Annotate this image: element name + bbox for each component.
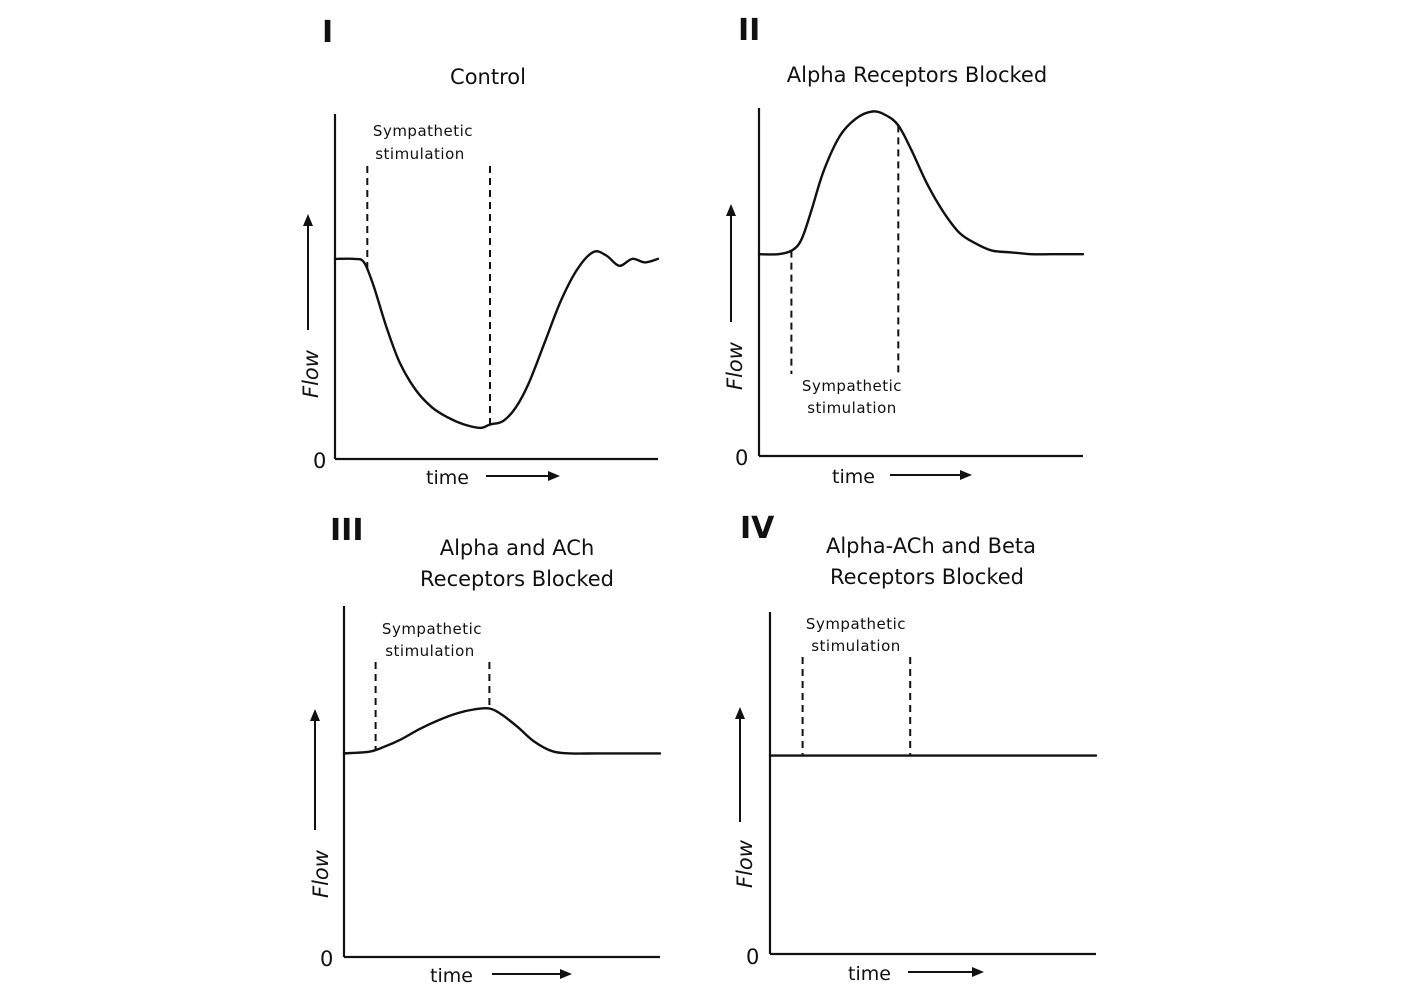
x-axis-arrow-icon bbox=[890, 470, 972, 480]
x-axis-arrow-icon bbox=[492, 969, 572, 979]
panel-1: I Control Sympathetic stimulation time 0… bbox=[299, 15, 660, 489]
panel-numeral: II bbox=[738, 13, 760, 48]
stimulation-label-line-2: stimulation bbox=[385, 642, 475, 660]
flow-curve bbox=[333, 250, 660, 430]
plot-area bbox=[757, 108, 1085, 458]
x-axis-label: time bbox=[426, 467, 469, 489]
panel-title-line-1: Alpha-ACh and Beta bbox=[826, 534, 1036, 558]
x-axis-arrow-icon bbox=[486, 471, 560, 481]
y-axis-arrow-icon bbox=[726, 204, 736, 322]
panel-3: III Alpha and ACh Receptors Blocked Symp… bbox=[309, 513, 662, 987]
stimulation-label-line-2: stimulation bbox=[375, 145, 465, 163]
y-origin-label: 0 bbox=[746, 945, 759, 969]
x-axis-label: time bbox=[430, 965, 473, 987]
stimulation-label-line-1: Sympathetic bbox=[802, 377, 902, 395]
panel-numeral: IV bbox=[740, 511, 775, 546]
stimulation-label-line-1: Sympathetic bbox=[382, 620, 482, 638]
y-origin-label: 0 bbox=[313, 449, 326, 473]
panel-title: Alpha Receptors Blocked bbox=[787, 63, 1047, 87]
panel-title-line-1: Alpha and ACh bbox=[440, 536, 595, 560]
y-origin-label: 0 bbox=[320, 947, 333, 971]
panel-2: II Alpha Receptors Blocked Sympathetic s… bbox=[723, 13, 1085, 488]
y-axis-label: Flow bbox=[733, 839, 757, 888]
panel-numeral: I bbox=[322, 15, 333, 50]
stimulation-label-line-2: stimulation bbox=[807, 399, 897, 417]
flow-curve bbox=[342, 706, 662, 755]
plot-area bbox=[342, 606, 662, 959]
panel-title-line-2: Receptors Blocked bbox=[420, 567, 614, 591]
plot-area bbox=[768, 612, 1098, 956]
y-axis-arrow-icon bbox=[735, 707, 745, 822]
x-axis-arrow-icon bbox=[908, 967, 984, 977]
stimulation-label-line-1: Sympathetic bbox=[373, 122, 473, 140]
plot-area bbox=[333, 114, 660, 461]
panel-4: IV Alpha-ACh and Beta Receptors Blocked … bbox=[733, 511, 1098, 985]
x-axis-label: time bbox=[848, 963, 891, 985]
panel-title: Control bbox=[450, 65, 526, 89]
y-axis-arrow-icon bbox=[310, 709, 320, 830]
panel-numeral: III bbox=[330, 513, 364, 548]
x-axis-label: time bbox=[832, 466, 875, 488]
panel-title-line-2: Receptors Blocked bbox=[830, 565, 1024, 589]
y-axis-label: Flow bbox=[309, 849, 333, 898]
stimulation-label-line-2: stimulation bbox=[811, 637, 901, 655]
flow-curve bbox=[757, 110, 1085, 256]
y-axis-label: Flow bbox=[723, 341, 747, 390]
stimulation-label-line-1: Sympathetic bbox=[806, 615, 906, 633]
y-axis-arrow-icon bbox=[303, 214, 313, 330]
y-axis-label: Flow bbox=[299, 349, 323, 398]
y-origin-label: 0 bbox=[735, 446, 748, 470]
